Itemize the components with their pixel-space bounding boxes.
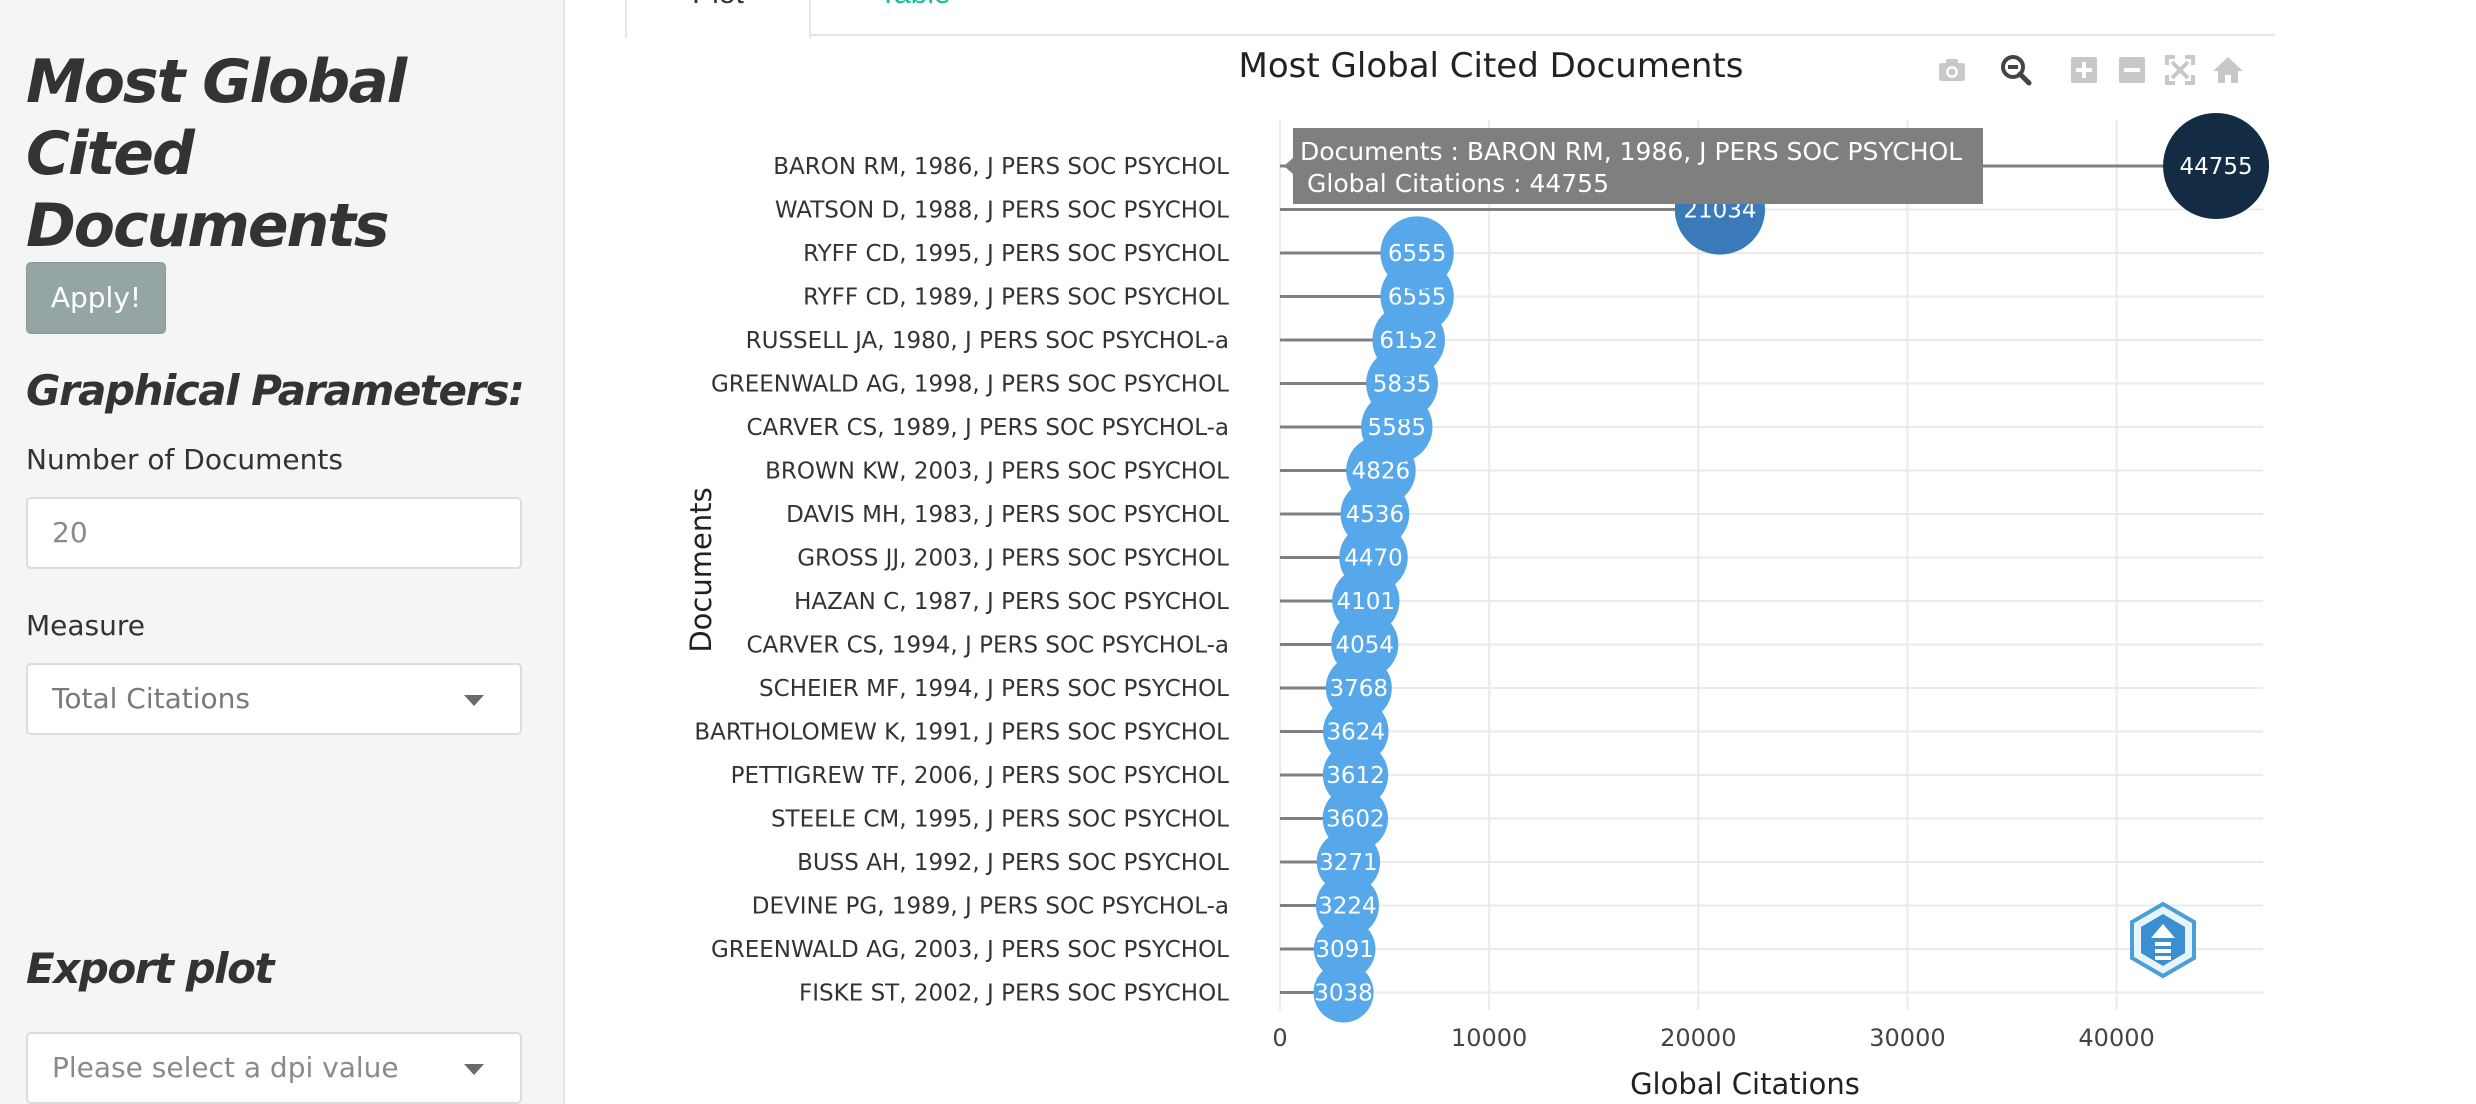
y-tick-label: WATSON D, 1988, J PERS SOC PSYCHOL <box>775 198 1229 224</box>
x-tick-label: 10000 <box>1451 1024 1527 1052</box>
y-tick-label: GREENWALD AG, 2003, J PERS SOC PSYCHOL <box>711 937 1229 963</box>
data-label: 6555 <box>1388 241 1447 267</box>
grid-layer <box>1279 120 2263 1010</box>
y-tick-label: STEELE CM, 1995, J PERS SOC PSYCHOL <box>771 807 1229 833</box>
zoom-out-icon[interactable] <box>2114 52 2150 88</box>
data-label: 3602 <box>1326 807 1385 833</box>
number-of-documents-input[interactable]: 20 <box>26 497 522 569</box>
y-tick-label: BUSS AH, 1992, J PERS SOC PSYCHOL <box>797 850 1229 876</box>
y-tick-label: DEVINE PG, 1989, J PERS SOC PSYCHOL-a <box>752 894 1229 920</box>
data-label: 3624 <box>1327 720 1386 746</box>
tab-table[interactable]: Table <box>879 0 951 30</box>
y-tick-label: GREENWALD AG, 1998, J PERS SOC PSYCHOL <box>711 372 1229 398</box>
y-tick-label: CARVER CS, 1994, J PERS SOC PSYCHOL-a <box>747 633 1230 659</box>
chart-title: Most Global Cited Documents <box>1239 46 1744 86</box>
measure-label: Measure <box>26 609 145 642</box>
graphical-parameters-heading: Graphical Parameters: <box>26 366 525 415</box>
y-tick-label: RUSSELL JA, 1980, J PERS SOC PSYCHOL-a <box>746 328 1229 354</box>
home-icon[interactable] <box>2210 52 2246 88</box>
measure-select[interactable]: Total Citations <box>26 663 522 735</box>
zoom-in-icon[interactable] <box>2066 52 2102 88</box>
dot-layer: 3038 3091 3224 3271 3602 3612 3624 3768 4054 4101… <box>1313 113 2270 1023</box>
lollipop-dot[interactable] <box>1380 216 1454 290</box>
y-tick-label: PETTIGREW TF, 2006, J PERS SOC PSYCHOL <box>731 763 1230 789</box>
tooltip-line-2: Global Citations : 44755 <box>1307 169 1609 198</box>
page-title: Most Global Cited Documents <box>26 47 407 261</box>
y-tick-label: DAVIS MH, 1983, J PERS SOC PSYCHOL <box>786 502 1229 528</box>
y-tick-label: CARVER CS, 1989, J PERS SOC PSYCHOL-a <box>747 415 1230 441</box>
apply-button[interactable]: Apply! <box>26 262 166 334</box>
data-label: 5835 <box>1373 372 1432 398</box>
dpi-select-placeholder: Please select a dpi value <box>52 1051 399 1084</box>
data-label: 3224 <box>1318 894 1377 920</box>
camera-icon[interactable] <box>1934 52 1970 88</box>
y-tick-label: GROSS JJ, 2003, J PERS SOC PSYCHOL <box>797 546 1229 572</box>
data-label: 4101 <box>1336 589 1395 615</box>
y-tick-label: RYFF CD, 1995, J PERS SOC PSYCHOL <box>803 241 1229 267</box>
lollipop-dot[interactable] <box>1313 962 1374 1023</box>
tab-bar: Plot Table <box>625 0 2275 38</box>
dpi-select[interactable]: Please select a dpi value <box>26 1032 522 1104</box>
y-tick-label: FISKE ST, 2002, J PERS SOC PSYCHOL <box>799 981 1229 1007</box>
sidebar: Most Global Cited Documents Apply! Graph… <box>0 0 565 1104</box>
x-tick-labels: 0 10000 20000 30000 40000 <box>1272 1024 2154 1052</box>
x-tick-label: 0 <box>1272 1024 1287 1052</box>
y-tick-label: HAZAN C, 1987, J PERS SOC PSYCHOL <box>794 589 1229 615</box>
chevron-down-icon <box>464 695 484 706</box>
x-tick-label: 30000 <box>1869 1024 1945 1052</box>
y-tick-labels: BARON RM, 1986, J PERS SOC PSYCHOL WATSON… <box>694 154 1229 1007</box>
y-axis-title: Documents <box>684 487 718 652</box>
data-label: 6152 <box>1379 328 1438 354</box>
x-axis-title: Global Citations <box>1630 1067 1860 1101</box>
data-label: 3768 <box>1330 676 1389 702</box>
y-tick-label: BROWN KW, 2003, J PERS SOC PSYCHOL <box>765 459 1229 485</box>
bibliometrix-logo <box>2130 901 2196 979</box>
tooltip-line-1: Documents : BARON RM, 1986, J PERS SOC P… <box>1300 137 1962 166</box>
y-tick-label: SCHEIER MF, 1994, J PERS SOC PSYCHOL <box>759 676 1229 702</box>
zoom-icon[interactable] <box>1998 52 2034 88</box>
data-label: 5585 <box>1368 415 1427 441</box>
x-tick-label: 40000 <box>2078 1024 2154 1052</box>
data-label: 4536 <box>1346 502 1405 528</box>
chevron-down-icon <box>464 1064 484 1075</box>
measure-select-value: Total Citations <box>52 682 250 715</box>
tab-table-label: Table <box>879 0 951 10</box>
number-of-documents-label: Number of Documents <box>26 443 343 476</box>
autoscale-icon[interactable] <box>2162 52 2198 88</box>
data-label: 44755 <box>2179 154 2252 180</box>
data-label: 3612 <box>1326 763 1385 789</box>
data-label: 3271 <box>1319 850 1378 876</box>
lollipop-dot[interactable] <box>2163 113 2270 219</box>
y-tick-label: BARON RM, 1986, J PERS SOC PSYCHOL <box>773 154 1229 180</box>
hover-tooltip: Documents : BARON RM, 1986, J PERS SOC P… <box>1284 128 1983 204</box>
data-label: 3038 <box>1314 981 1373 1007</box>
data-label: 3091 <box>1315 937 1374 963</box>
tab-plot-label: Plot <box>692 0 744 10</box>
x-tick-label: 20000 <box>1660 1024 1736 1052</box>
y-tick-label: BARTHOLOMEW K, 1991, J PERS SOC PSYCHOL <box>694 720 1229 746</box>
export-plot-heading: Export plot <box>26 944 275 993</box>
y-tick-label: RYFF CD, 1989, J PERS SOC PSYCHOL <box>803 285 1229 311</box>
data-label: 4470 <box>1344 546 1403 572</box>
data-label: 4054 <box>1336 633 1395 659</box>
data-label: 4826 <box>1352 459 1411 485</box>
tab-plot[interactable]: Plot <box>625 0 811 38</box>
